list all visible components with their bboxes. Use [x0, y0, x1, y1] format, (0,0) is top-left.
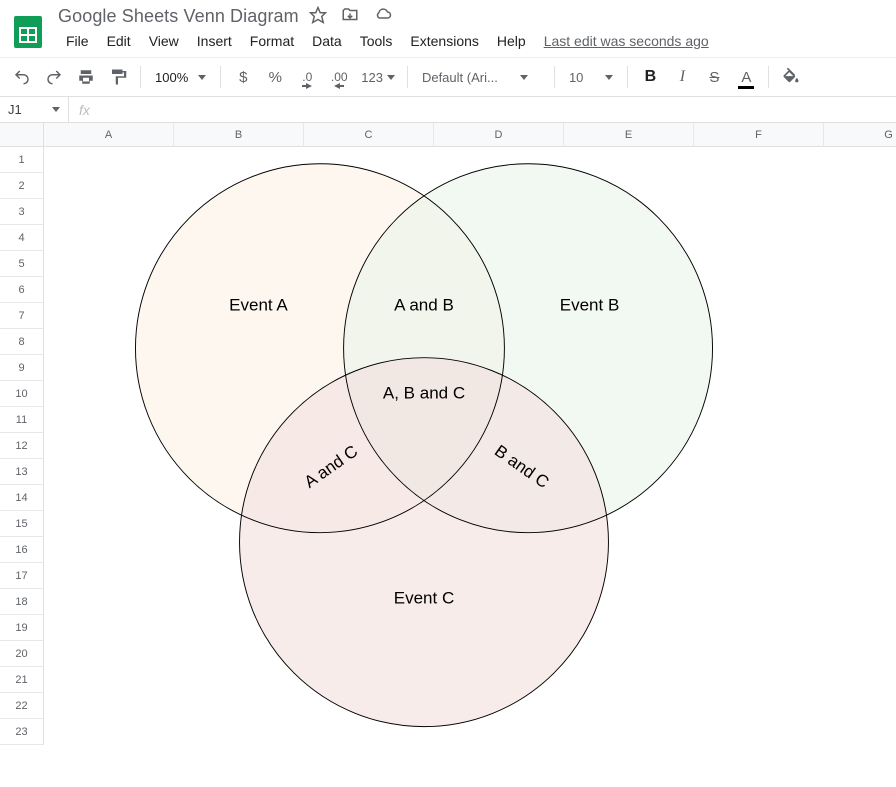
row-header[interactable]: 5 — [0, 251, 44, 277]
venn-circle-b — [344, 164, 713, 533]
zoom-value: 100% — [155, 70, 188, 85]
fill-color-button[interactable] — [777, 63, 805, 91]
toolbar: 100% $ % .0 .00 123 Default (Ari... 10 B… — [0, 57, 896, 97]
menu-view[interactable]: View — [141, 29, 187, 53]
star-icon[interactable] — [309, 6, 327, 27]
font-size: 10 — [569, 70, 583, 85]
name-box[interactable]: J1 — [0, 102, 68, 117]
venn-circle-a — [135, 164, 504, 533]
venn-label-ac: A and C — [301, 442, 361, 492]
venn-label-abc: A, B and C — [383, 383, 465, 402]
zoom-select[interactable]: 100% — [149, 70, 212, 85]
venn-circle-c — [240, 358, 609, 727]
separator — [554, 66, 555, 88]
move-icon[interactable] — [341, 6, 359, 27]
row-header[interactable]: 13 — [0, 459, 44, 485]
venn-label-ab: A and B — [394, 295, 454, 314]
cloud-icon[interactable] — [373, 6, 393, 27]
active-cell: J1 — [8, 102, 22, 117]
spreadsheet-grid: 1234567891011121314151617181920212223 AB… — [0, 123, 896, 767]
number-format-button[interactable]: 123 — [357, 63, 399, 91]
row-header[interactable]: 17 — [0, 563, 44, 589]
fx-label: fx — [69, 102, 100, 118]
row-header[interactable]: 22 — [0, 693, 44, 719]
chevron-down-icon — [520, 75, 528, 80]
column-header[interactable]: C — [304, 123, 434, 147]
row-header[interactable]: 1 — [0, 147, 44, 173]
undo-button[interactable] — [8, 63, 36, 91]
menu-help[interactable]: Help — [489, 29, 534, 53]
doc-title[interactable]: Google Sheets Venn Diagram — [58, 6, 299, 27]
sheets-logo[interactable] — [8, 8, 48, 56]
menu-edit[interactable]: Edit — [99, 29, 139, 53]
row-header[interactable]: 11 — [0, 407, 44, 433]
font-size-select[interactable]: 10 — [563, 70, 619, 85]
separator — [627, 66, 628, 88]
row-header[interactable]: 2 — [0, 173, 44, 199]
menu-file[interactable]: File — [58, 29, 97, 53]
column-header[interactable]: A — [44, 123, 174, 147]
chevron-down-icon — [198, 75, 206, 80]
row-header[interactable]: 20 — [0, 641, 44, 667]
select-all-corner[interactable] — [0, 123, 44, 147]
row-header[interactable]: 18 — [0, 589, 44, 615]
menu-data[interactable]: Data — [304, 29, 350, 53]
menu-tools[interactable]: Tools — [352, 29, 401, 53]
column-header[interactable]: D — [434, 123, 564, 147]
separator — [768, 66, 769, 88]
venn-diagram: Event A Event B Event C A and B A and C B and… — [74, 147, 774, 767]
font-select[interactable]: Default (Ari... — [416, 70, 546, 85]
row-header[interactable]: 7 — [0, 303, 44, 329]
redo-button[interactable] — [40, 63, 68, 91]
venn-label-b: Event B — [560, 295, 620, 314]
font-name: Default (Ari... — [422, 70, 498, 85]
row-header[interactable]: 14 — [0, 485, 44, 511]
increase-decimal-button[interactable]: .00 — [325, 63, 353, 91]
titlebar: Google Sheets Venn Diagram File Edit Vie… — [0, 0, 896, 57]
menubar: File Edit View Insert Format Data Tools … — [52, 27, 888, 57]
row-header[interactable]: 6 — [0, 277, 44, 303]
chevron-down-icon — [605, 75, 613, 80]
venn-label-a: Event A — [229, 295, 288, 314]
row-headers: 1234567891011121314151617181920212223 — [0, 123, 44, 767]
separator — [140, 66, 141, 88]
row-header[interactable]: 16 — [0, 537, 44, 563]
row-header[interactable]: 9 — [0, 355, 44, 381]
last-edit-link[interactable]: Last edit was seconds ago — [544, 29, 709, 53]
row-header[interactable]: 8 — [0, 329, 44, 355]
row-header[interactable]: 19 — [0, 615, 44, 641]
sheet-body[interactable]: Event A Event B Event C A and B A and C B and… — [44, 147, 896, 767]
text-color-button[interactable]: A — [732, 63, 760, 91]
separator — [407, 66, 408, 88]
percent-button[interactable]: % — [261, 63, 289, 91]
italic-button[interactable]: I — [668, 63, 696, 91]
menu-format[interactable]: Format — [242, 29, 302, 53]
strikethrough-button[interactable]: S — [700, 63, 728, 91]
row-header[interactable]: 23 — [0, 719, 44, 745]
chevron-down-icon — [52, 107, 60, 112]
venn-label-bc: B and C — [491, 441, 552, 492]
print-button[interactable] — [72, 63, 100, 91]
menu-extensions[interactable]: Extensions — [402, 29, 486, 53]
column-header[interactable]: G — [824, 123, 896, 147]
column-header[interactable]: F — [694, 123, 824, 147]
column-header[interactable]: E — [564, 123, 694, 147]
separator — [220, 66, 221, 88]
column-headers: ABCDEFG — [44, 123, 896, 147]
menu-insert[interactable]: Insert — [189, 29, 240, 53]
venn-label-c: Event C — [394, 589, 455, 608]
row-header[interactable]: 15 — [0, 511, 44, 537]
bold-button[interactable]: B — [636, 63, 664, 91]
row-header[interactable]: 12 — [0, 433, 44, 459]
row-header[interactable]: 4 — [0, 225, 44, 251]
column-header[interactable]: B — [174, 123, 304, 147]
chevron-down-icon — [387, 75, 395, 80]
paint-format-button[interactable] — [104, 63, 132, 91]
row-header[interactable]: 10 — [0, 381, 44, 407]
row-header[interactable]: 21 — [0, 667, 44, 693]
formula-bar: J1 fx — [0, 97, 896, 123]
currency-button[interactable]: $ — [229, 63, 257, 91]
row-header[interactable]: 3 — [0, 199, 44, 225]
decrease-decimal-button[interactable]: .0 — [293, 63, 321, 91]
